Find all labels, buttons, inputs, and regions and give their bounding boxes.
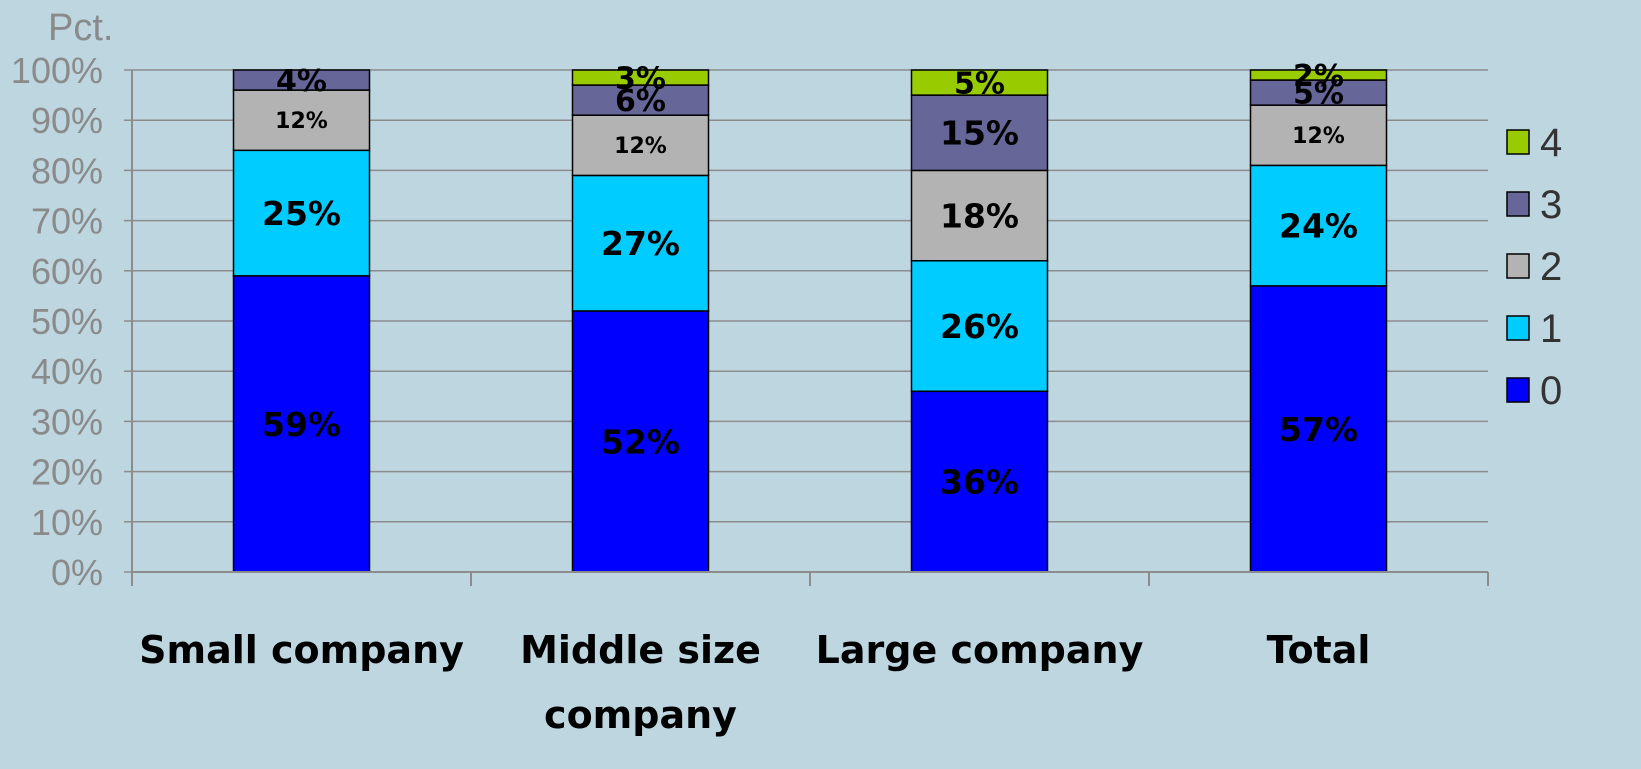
bar-segment — [232, 149, 371, 277]
legend-label: 3 — [1540, 183, 1562, 227]
y-tick-label: 100% — [11, 50, 103, 91]
y-tick-label: 20% — [31, 452, 103, 493]
legend-label: 1 — [1540, 307, 1562, 351]
data-label: 52% — [601, 422, 680, 461]
bar-segment — [1249, 104, 1388, 167]
data-label: 26% — [940, 307, 1019, 346]
data-label: 4% — [276, 64, 327, 99]
legend-swatch — [1506, 253, 1530, 279]
data-label: 2% — [1293, 59, 1344, 94]
category-labels: Small company Middle size company Large com… — [139, 628, 1370, 737]
legend-label: 4 — [1540, 121, 1562, 165]
data-label: 5% — [1293, 76, 1344, 111]
bar-segment — [910, 169, 1049, 262]
data-label: 3% — [615, 61, 666, 96]
legend: 4 3 2 1 0 — [1506, 121, 1562, 413]
bar-segment — [1249, 164, 1388, 287]
data-label: 59% — [262, 405, 341, 444]
data-label: 12% — [275, 109, 328, 134]
y-axis-ticks: 0% 10% 20% 30% 40% 50% 60% 70% 80% 90% 100% — [11, 50, 132, 593]
y-tick-label: 80% — [31, 150, 103, 191]
y-tick-label: 60% — [31, 251, 103, 292]
bar-segment — [910, 390, 1049, 573]
bar-segment — [910, 69, 1049, 96]
bar-segment — [571, 69, 710, 86]
bar-segment — [1249, 79, 1388, 106]
bar-segment — [571, 84, 710, 116]
data-label: 36% — [940, 463, 1019, 502]
data-label: 57% — [1279, 410, 1358, 449]
y-tick-label: 90% — [31, 100, 103, 141]
category-label: Small company — [139, 628, 464, 672]
legend-swatch — [1506, 191, 1530, 217]
category-label: Middle size — [520, 628, 761, 672]
legend-swatch — [1506, 377, 1530, 403]
bar-segment — [571, 114, 710, 177]
data-label: 18% — [940, 196, 1019, 235]
y-tick-label: 10% — [31, 502, 103, 543]
y-axis-label: Pct. — [48, 7, 113, 49]
bar-segment — [1249, 285, 1388, 573]
bar-segment — [571, 310, 710, 573]
y-tick-label: 70% — [31, 201, 103, 242]
category-label: Total — [1267, 628, 1371, 672]
y-tick-label: 40% — [31, 351, 103, 392]
data-label: 5% — [954, 66, 1005, 101]
bars: 59% 25% 12% 4% 52% 27% 12% 6%3% 36% 26% 18% 15% 5% 57… — [232, 59, 1388, 573]
category-label: company — [544, 693, 737, 737]
data-label: 12% — [614, 134, 667, 159]
y-tick-label: 30% — [31, 401, 103, 442]
bar-segment — [910, 260, 1049, 393]
bar-segment — [232, 69, 371, 91]
y-tick-label: 0% — [51, 552, 103, 593]
legend-label: 0 — [1540, 369, 1562, 413]
data-label: 24% — [1279, 207, 1358, 246]
legend-swatch — [1506, 129, 1530, 155]
bar-segment — [232, 275, 371, 573]
bar-segment — [571, 174, 710, 312]
data-label: 6% — [615, 84, 666, 119]
y-tick-label: 50% — [31, 301, 103, 342]
x-axis — [131, 70, 1489, 586]
data-label: 12% — [1292, 124, 1345, 149]
bar-segment — [910, 94, 1049, 172]
legend-swatch — [1506, 315, 1530, 341]
data-label: 27% — [601, 224, 680, 263]
legend-label: 2 — [1540, 245, 1562, 289]
bar-segment — [1249, 69, 1388, 81]
category-label: Large company — [816, 628, 1144, 672]
data-label: 15% — [940, 114, 1019, 153]
data-label: 25% — [262, 194, 341, 233]
